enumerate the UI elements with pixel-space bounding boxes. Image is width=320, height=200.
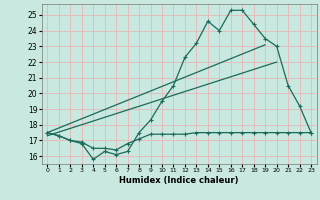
X-axis label: Humidex (Indice chaleur): Humidex (Indice chaleur)	[119, 176, 239, 185]
